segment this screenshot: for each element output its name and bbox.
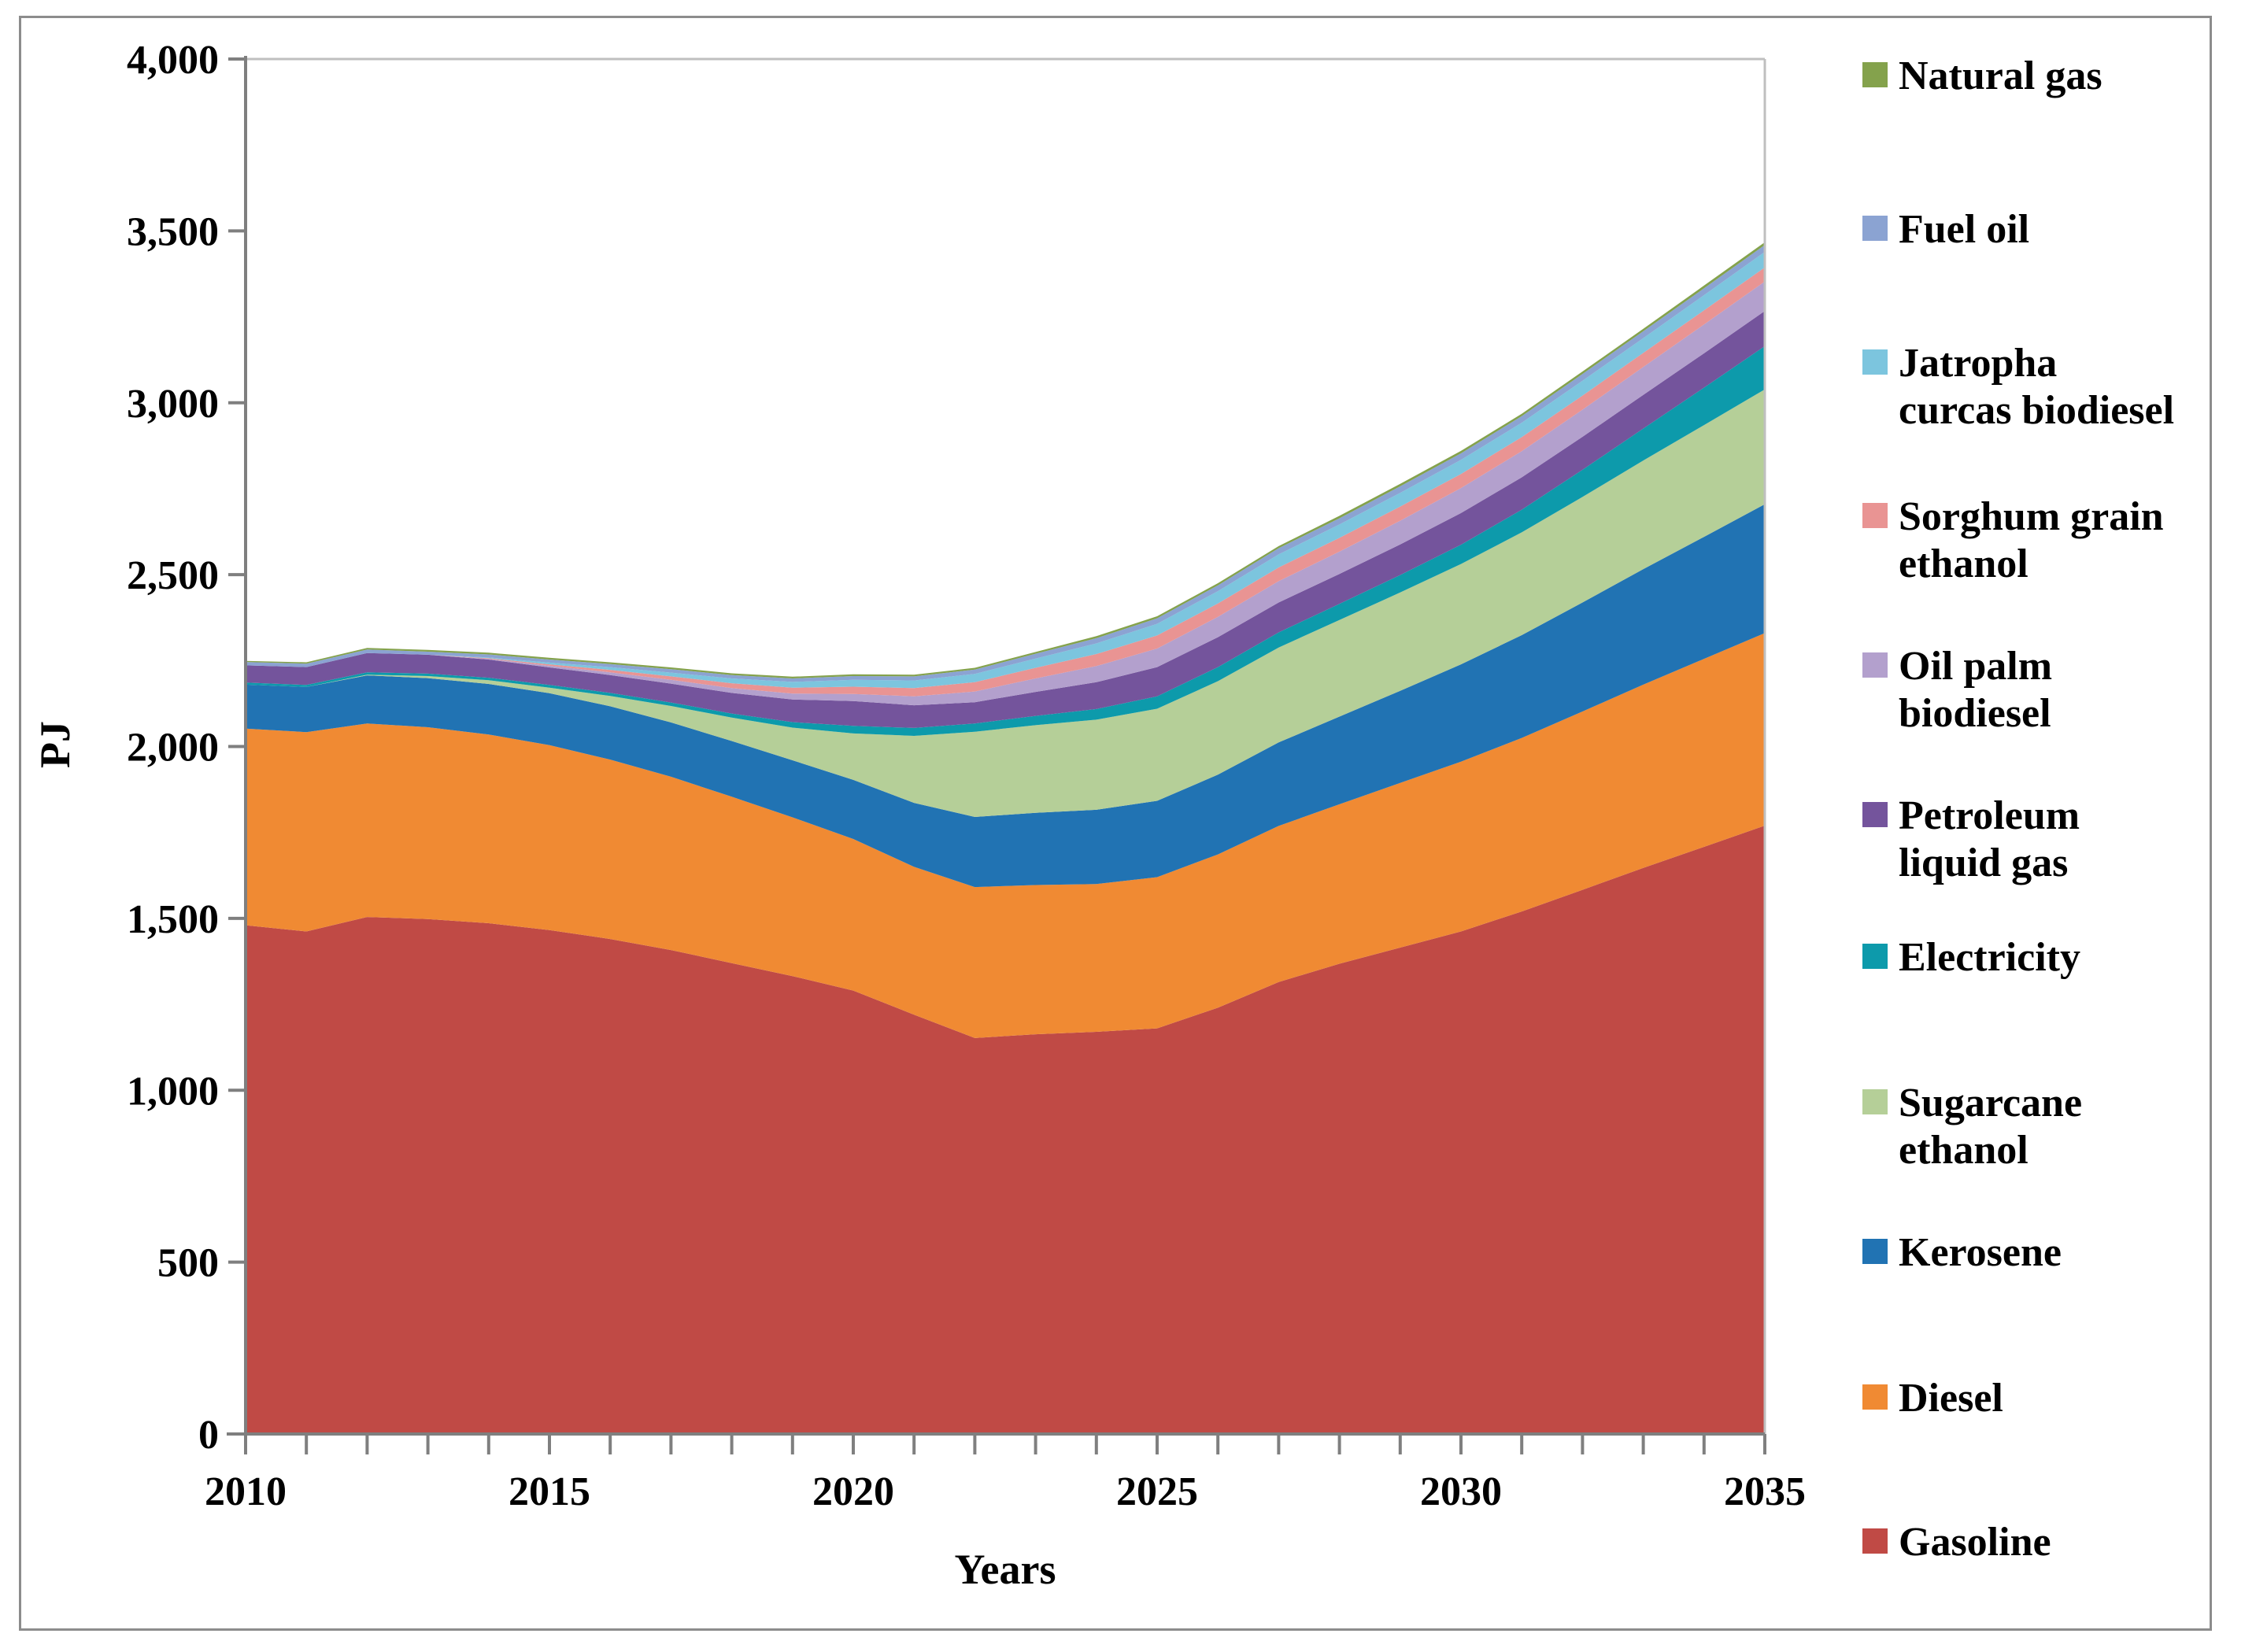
legend-label: ethanol bbox=[1899, 541, 2029, 586]
legend-label: Gasoline bbox=[1899, 1520, 2051, 1565]
chart-axes bbox=[227, 56, 1766, 1454]
legend-label: ethanol bbox=[1899, 1128, 2029, 1173]
legend-label: Fuel oil bbox=[1899, 207, 2029, 252]
legend-label: Sugarcane bbox=[1899, 1081, 2082, 1125]
x-tick-label-2010: 2010 bbox=[205, 1469, 287, 1514]
legend-swatch-electricity bbox=[1862, 944, 1888, 969]
legend-item-electricity: Electricity bbox=[1862, 935, 2080, 980]
legend-item-gasoline: Gasoline bbox=[1862, 1520, 2051, 1565]
legend-label: Diesel bbox=[1899, 1376, 2003, 1421]
y-tick-label-1000: 1,000 bbox=[127, 1069, 219, 1114]
x-tick-label-2030: 2030 bbox=[1420, 1469, 1502, 1514]
area-petroleum-liquid-gas bbox=[246, 311, 1765, 728]
legend-swatch-oil-palm-biodiesel bbox=[1862, 652, 1888, 678]
legend-label: Electricity bbox=[1899, 935, 2080, 980]
legend-label: curcas biodiesel bbox=[1899, 388, 2174, 433]
legend-item-diesel: Diesel bbox=[1862, 1376, 2003, 1421]
legend-label: Jatropha bbox=[1899, 341, 2057, 386]
legend-swatch-kerosene bbox=[1862, 1239, 1888, 1264]
y-tick-label-0: 0 bbox=[198, 1413, 219, 1458]
legend-label: Kerosene bbox=[1899, 1230, 2062, 1275]
y-tick-label-3500: 3,500 bbox=[127, 209, 219, 254]
legend-label: Oil palm bbox=[1899, 644, 2052, 689]
legend-swatch-sugarcane-ethanol bbox=[1862, 1089, 1888, 1114]
legend-label: Sorghum grain bbox=[1899, 494, 2164, 539]
x-axis-title: Years bbox=[955, 1546, 1056, 1593]
x-tick-label-2015: 2015 bbox=[509, 1469, 590, 1514]
area-diesel bbox=[246, 633, 1765, 1038]
area-gasoline bbox=[246, 826, 1765, 1434]
legend-swatch-sorghum-grain-ethanol bbox=[1862, 503, 1888, 528]
legend-label: liquid gas bbox=[1899, 841, 2068, 885]
area-sorghum-grain-ethanol bbox=[246, 267, 1765, 697]
x-tick-label-2035: 2035 bbox=[1724, 1469, 1806, 1514]
chart-tick-labels: 0 500 1,000 1,500 2,000 2,500 3,000 3,500 4,000 2… bbox=[127, 38, 1806, 1514]
legend-item-natural-gas: Natural gas bbox=[1862, 54, 2103, 98]
legend-label: biodiesel bbox=[1899, 691, 2051, 736]
x-tick-label-2020: 2020 bbox=[812, 1469, 894, 1514]
y-tick-label-1500: 1,500 bbox=[127, 897, 219, 942]
chart-areas bbox=[246, 242, 1765, 1434]
legend-swatch-jatropha-curcas-biodiesel bbox=[1862, 349, 1888, 375]
y-axis-title: PJ bbox=[31, 721, 79, 768]
area-jatropha-curcas-biodiesel bbox=[246, 252, 1765, 689]
y-tick-label-2000: 2,000 bbox=[127, 726, 219, 771]
area-sugarcane-ethanol bbox=[246, 389, 1765, 817]
x-tick-label-2025: 2025 bbox=[1116, 1469, 1198, 1514]
legend-item-fuel-oil: Fuel oil bbox=[1862, 207, 2029, 252]
y-tick-label-4000: 4,000 bbox=[127, 38, 219, 83]
y-tick-label-3000: 3,000 bbox=[127, 382, 219, 427]
legend-swatch-gasoline bbox=[1862, 1528, 1888, 1554]
y-tick-label-500: 500 bbox=[157, 1241, 219, 1286]
y-tick-label-2500: 2,500 bbox=[127, 553, 219, 598]
legend-swatch-petroleum-liquid-gas bbox=[1862, 802, 1888, 827]
legend-item-kerosene: Kerosene bbox=[1862, 1230, 2062, 1275]
area-oil-palm-biodiesel bbox=[246, 281, 1765, 706]
legend-swatch-fuel-oil bbox=[1862, 216, 1888, 241]
legend-label: Natural gas bbox=[1899, 54, 2103, 98]
legend-swatch-diesel bbox=[1862, 1384, 1888, 1410]
legend-swatch-natural-gas bbox=[1862, 62, 1888, 87]
area-kerosene bbox=[246, 504, 1765, 888]
legend-label: Petroleum bbox=[1899, 793, 2080, 838]
